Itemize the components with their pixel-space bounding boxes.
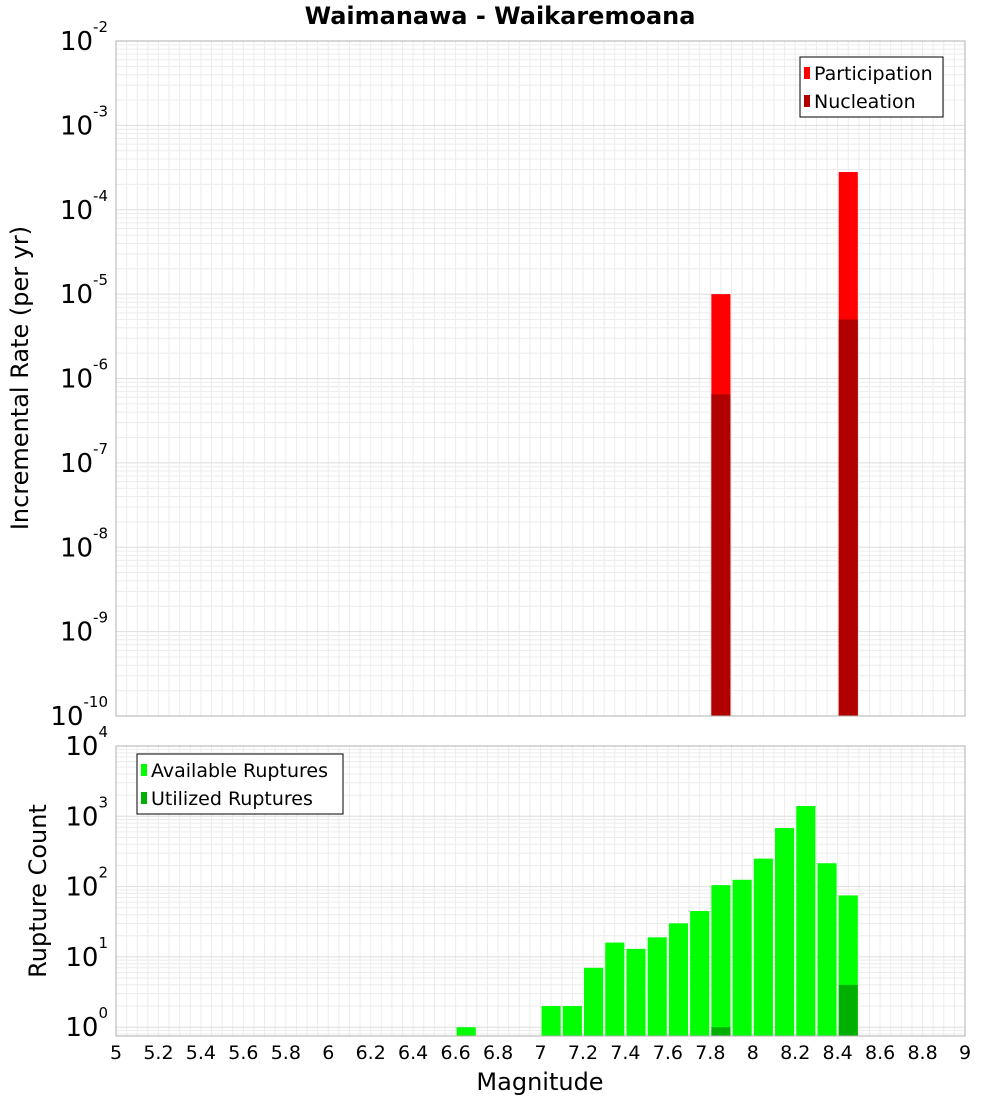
x-tick-label: 5.8 <box>271 1042 301 1064</box>
y-axis-label: Incremental Rate (per yr) <box>6 226 34 530</box>
bar-available-ruptures <box>647 937 667 1036</box>
x-tick-label: 9 <box>959 1042 971 1064</box>
y-tick-label: 101 <box>65 934 108 973</box>
bars <box>711 172 858 716</box>
chart-title: Waimanawa - Waikaremoana <box>305 2 696 30</box>
legend-entry: Available Ruptures <box>151 760 328 782</box>
legend: Participation Nucleation <box>799 56 944 118</box>
x-tick-label: 6.6 <box>440 1042 470 1064</box>
bar-available-ruptures <box>456 1027 476 1036</box>
grid <box>115 41 966 717</box>
legend-swatch <box>804 67 810 79</box>
bar-available-ruptures <box>626 948 646 1036</box>
x-tick-label: 6.4 <box>398 1042 428 1064</box>
y-tick-label: 10-6 <box>60 356 108 395</box>
legend-box <box>136 753 344 815</box>
bar-available-ruptures <box>711 885 731 1036</box>
y-tick-label: 10-3 <box>60 102 108 141</box>
bar-utilized-ruptures <box>711 1027 731 1036</box>
x-tick-labels: 5 5.2 5.4 5.6 5.8 6 6.2 6.4 6.6 6.8 7 7.2 7.4 7.6 7.8 8… <box>110 1042 971 1064</box>
bar-available-ruptures <box>690 910 710 1036</box>
y-tick-labels: 100 101 102 103 104 <box>65 723 108 1043</box>
y-tick-label: 10-2 <box>60 18 108 57</box>
y-tick-label: 10-5 <box>60 271 108 310</box>
rate-panel: 10-10 10-9 10-8 10-7 10-6 10-5 10-4 10-3 10-2 Inc… <box>6 18 966 732</box>
y-tick-label: 10-8 <box>60 524 108 563</box>
x-tick-label: 8.8 <box>907 1042 937 1064</box>
x-tick-label: 8.2 <box>780 1042 810 1064</box>
bar-utilized-ruptures <box>838 984 858 1036</box>
x-tick-label: 7.2 <box>568 1042 598 1064</box>
x-tick-label: 5.6 <box>228 1042 258 1064</box>
legend-entry: Participation <box>814 63 933 85</box>
bar-available-ruptures <box>817 863 837 1036</box>
x-tick-label: 6.8 <box>483 1042 513 1064</box>
bar-available-ruptures <box>796 806 816 1036</box>
y-tick-label: 102 <box>65 864 108 903</box>
legend-swatch <box>141 792 147 804</box>
x-tick-label: 8.4 <box>823 1042 853 1064</box>
legend-entry: Utilized Ruptures <box>151 788 313 810</box>
legend-swatch <box>141 764 147 776</box>
y-tick-label: 10-4 <box>60 187 108 226</box>
bar-nucleation <box>711 394 731 716</box>
bar-available-ruptures <box>605 942 625 1036</box>
bar-available-ruptures <box>732 879 752 1036</box>
x-tick-label: 7 <box>534 1042 546 1064</box>
x-tick-label: 7.4 <box>610 1042 640 1064</box>
plot-frame <box>115 40 966 717</box>
x-tick-label: 8 <box>747 1042 759 1064</box>
y-tick-label: 104 <box>65 723 108 762</box>
x-tick-label: 8.6 <box>865 1042 895 1064</box>
x-tick-label: 6.2 <box>356 1042 386 1064</box>
x-tick-label: 6 <box>322 1042 334 1064</box>
bar-available-ruptures <box>541 1006 561 1036</box>
legend-box <box>799 56 944 118</box>
bar-available-ruptures <box>753 858 773 1036</box>
legend-swatch <box>804 95 810 107</box>
y-tick-label: 10-10 <box>50 693 108 732</box>
bars <box>456 806 858 1036</box>
plot-frame <box>115 745 966 1037</box>
y-tick-label: 103 <box>65 793 108 832</box>
x-tick-label: 5.2 <box>143 1042 173 1064</box>
bar-available-ruptures <box>562 1006 582 1036</box>
y-tick-label: 100 <box>65 1004 108 1043</box>
y-axis-label: Rupture Count <box>24 804 52 978</box>
bar-available-ruptures <box>584 967 604 1036</box>
x-tick-label: 5 <box>110 1042 122 1064</box>
bar-nucleation <box>838 319 858 716</box>
bar-available-ruptures <box>668 923 689 1036</box>
x-tick-label: 7.6 <box>653 1042 683 1064</box>
x-axis-label: Magnitude <box>476 1068 603 1096</box>
x-tick-label: 7.8 <box>695 1042 725 1064</box>
bar-available-ruptures <box>775 828 795 1036</box>
legend: Available Ruptures Utilized Ruptures <box>136 753 344 815</box>
y-tick-label: 10-7 <box>60 440 108 479</box>
legend-entry: Nucleation <box>814 91 916 113</box>
y-tick-label: 10-9 <box>60 609 108 648</box>
count-panel: 100 101 102 103 104 Rupture Count Available Ru… <box>24 723 971 1064</box>
y-tick-labels: 10-10 10-9 10-8 10-7 10-6 10-5 10-4 10-3 10-2 <box>50 18 108 732</box>
x-tick-label: 5.4 <box>186 1042 216 1064</box>
